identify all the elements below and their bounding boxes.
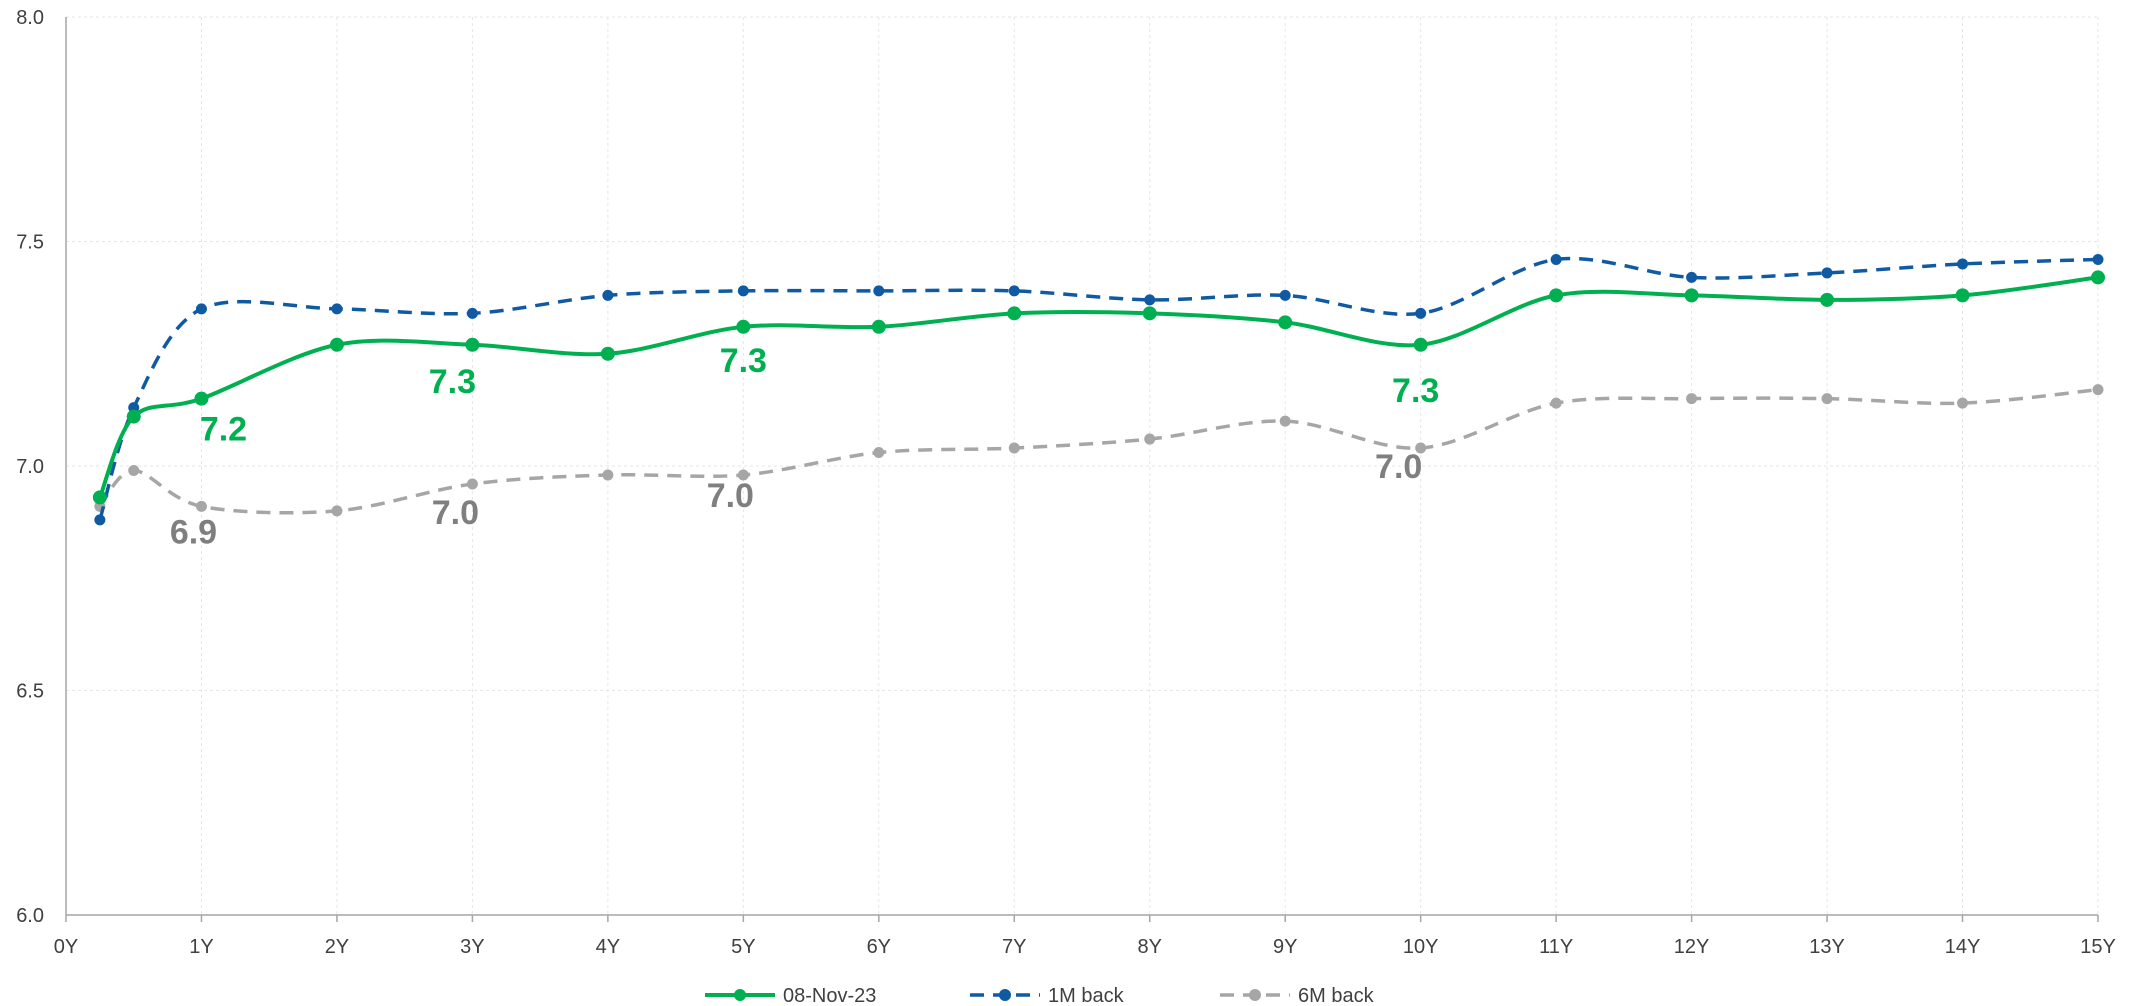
- data-point: [194, 391, 209, 406]
- x-tick-label: 14Y: [1945, 936, 1981, 958]
- data-point: [737, 469, 749, 481]
- y-tick-label: 8.0: [16, 7, 44, 29]
- grid-lines: [66, 16, 2099, 915]
- data-point: [195, 500, 207, 512]
- data-point: [1821, 267, 1833, 279]
- data-point: [1413, 337, 1428, 352]
- legend-label: 1M back: [1048, 985, 1125, 1006]
- x-tick-label: 4Y: [596, 936, 620, 958]
- legend-swatch-marker: [734, 989, 746, 1001]
- y-tick-label: 7.5: [16, 232, 44, 254]
- data-point: [1957, 258, 1969, 270]
- data-point: [1007, 306, 1022, 321]
- data-point: [1144, 294, 1156, 306]
- data-point: [128, 464, 140, 476]
- x-tick-label: 5Y: [731, 936, 755, 958]
- data-point: [602, 469, 614, 481]
- x-tick-label: 12Y: [1674, 936, 1710, 958]
- legend: 08-Nov-23 1M back 6M back: [705, 985, 1375, 1006]
- data-point: [92, 490, 107, 505]
- data-point: [94, 514, 106, 526]
- series-line-2: [98, 387, 2099, 515]
- data-label: 7.0: [707, 477, 754, 515]
- x-tick-label: 7Y: [1002, 936, 1026, 958]
- data-point: [1415, 442, 1427, 454]
- series-group: [92, 253, 2105, 526]
- data-point: [466, 307, 478, 319]
- data-point: [1008, 442, 1020, 454]
- data-point: [1279, 289, 1291, 301]
- data-label: 7.3: [720, 342, 767, 380]
- data-point: [1821, 393, 1833, 405]
- data-point: [2092, 384, 2104, 396]
- data-point: [1820, 292, 1835, 307]
- legend-swatch-marker: [999, 989, 1011, 1001]
- data-point: [1550, 397, 1562, 409]
- data-point: [736, 319, 751, 334]
- data-point: [2091, 270, 2105, 285]
- data-point: [873, 285, 885, 297]
- data-point: [1686, 393, 1698, 405]
- x-tick-label: 15Y: [2080, 936, 2116, 958]
- data-point: [1144, 433, 1156, 445]
- data-point: [466, 478, 478, 490]
- x-tick-label: 6Y: [867, 936, 891, 958]
- data-point: [1684, 288, 1699, 303]
- data-label: 7.3: [1392, 372, 1439, 410]
- data-point: [195, 303, 207, 315]
- data-label: 7.0: [1375, 448, 1422, 486]
- data-point: [1279, 415, 1291, 427]
- x-tick-label: 2Y: [325, 936, 349, 958]
- y-tick-label: 6.5: [16, 681, 44, 703]
- data-point: [873, 447, 885, 459]
- data-label: 7.2: [200, 411, 247, 449]
- data-point: [1686, 271, 1698, 283]
- x-axis-ticks: 0Y 1Y 2Y 3Y 4Y 5Y 6Y 7Y 8Y 9Y 10Y 11Y 12Y 13Y 14Y 15Y: [54, 915, 2116, 958]
- axes: [65, 17, 2098, 916]
- data-point: [331, 505, 343, 517]
- x-tick-label: 10Y: [1403, 936, 1439, 958]
- y-tick-label: 6.0: [16, 905, 44, 927]
- data-point: [1549, 288, 1564, 303]
- data-point: [1550, 253, 1562, 265]
- data-label: 7.3: [429, 363, 476, 401]
- x-tick-label: 11Y: [1539, 936, 1573, 958]
- data-point: [329, 337, 344, 352]
- data-point: [1278, 315, 1293, 330]
- data-point: [1415, 307, 1427, 319]
- x-tick-label: 3Y: [460, 936, 484, 958]
- data-point: [1957, 397, 1969, 409]
- y-tick-label: 7.0: [16, 456, 44, 478]
- x-tick-label: 0Y: [54, 936, 78, 958]
- y-axis-ticks: 6.0 6.5 7.0 7.5 8.0: [16, 7, 44, 927]
- data-point: [331, 303, 343, 315]
- data-point: [1955, 288, 1970, 303]
- data-point: [2092, 253, 2104, 265]
- x-tick-label: 13Y: [1809, 936, 1845, 958]
- data-point: [602, 289, 614, 301]
- legend-label: 6M back: [1298, 985, 1375, 1006]
- data-point: [871, 319, 886, 334]
- data-point: [1142, 306, 1157, 321]
- data-point: [1008, 285, 1020, 297]
- x-tick-label: 8Y: [1137, 936, 1161, 958]
- data-point: [126, 409, 141, 424]
- data-labels: 7.2 7.3 7.3 7.3 6.9 7.0 7.0 7.0: [170, 342, 1439, 552]
- data-point: [465, 337, 480, 352]
- legend-label: 08-Nov-23: [783, 985, 876, 1006]
- data-point: [600, 346, 615, 361]
- data-point: [737, 285, 749, 297]
- legend-swatch-marker: [1249, 989, 1261, 1001]
- x-tick-label: 1Y: [189, 936, 213, 958]
- data-label: 7.0: [432, 494, 479, 532]
- data-label: 6.9: [170, 513, 217, 551]
- x-tick-label: 9Y: [1273, 936, 1297, 958]
